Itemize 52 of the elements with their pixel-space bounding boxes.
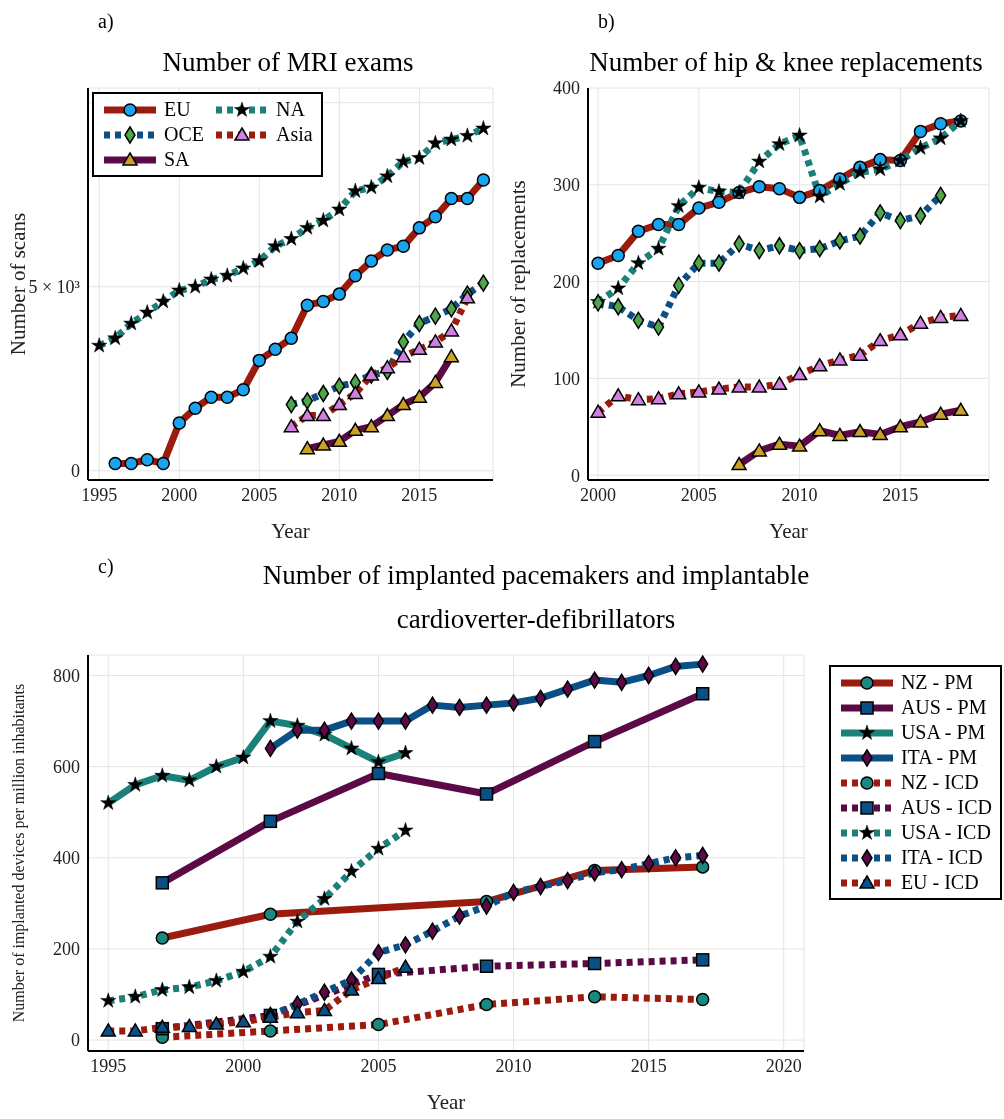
legend-label: NZ - ICD bbox=[900, 771, 979, 794]
legend-label: Asia bbox=[276, 123, 313, 146]
text: b) bbox=[598, 10, 615, 33]
legend-label: AUS - ICD bbox=[900, 796, 992, 819]
legend-label: NA bbox=[276, 98, 305, 121]
x-tick-label: 2000 bbox=[225, 1055, 262, 1076]
legend-label: SA bbox=[164, 148, 190, 171]
chart-title: Number of hip & knee replacements bbox=[589, 47, 983, 77]
legend-label: EU bbox=[164, 98, 191, 121]
y-tick-label: 400 bbox=[553, 78, 580, 99]
y-tick-label: 0 bbox=[571, 465, 580, 486]
x-tick-label: 2010 bbox=[781, 484, 818, 505]
text: c) bbox=[98, 555, 114, 578]
x-tick-label: 2000 bbox=[161, 484, 198, 505]
x-axis-title: Year bbox=[769, 519, 808, 543]
y-tick-label: 5 × 10³ bbox=[28, 277, 81, 298]
x-axis-title: Year bbox=[271, 519, 310, 543]
x-tick-label: 2015 bbox=[882, 484, 919, 505]
y-tick-label: 600 bbox=[53, 757, 80, 778]
x-tick-label: 2005 bbox=[680, 484, 717, 505]
y-tick-label: 800 bbox=[53, 665, 80, 686]
y-tick-label: 300 bbox=[553, 175, 580, 196]
legend-label: NZ - PM bbox=[900, 671, 974, 694]
y-tick-label: 100 bbox=[553, 368, 580, 389]
legend-label: ITA - PM bbox=[900, 746, 978, 769]
x-tick-label: 1995 bbox=[81, 484, 118, 505]
x-tick-label: 2015 bbox=[401, 484, 438, 505]
y-axis-title: Number of replacements bbox=[506, 180, 531, 388]
x-tick-label: 2015 bbox=[630, 1055, 667, 1076]
y-tick-label: 200 bbox=[53, 939, 80, 960]
legend-label: OCE bbox=[164, 123, 204, 146]
x-tick-label: 1995 bbox=[90, 1055, 127, 1076]
x-tick-label: 2010 bbox=[321, 484, 358, 505]
x-axis-title: Year bbox=[426, 1090, 466, 1114]
chart-title: Number of implanted pacemakers and implantable cardioverter-defibrillators bbox=[261, 559, 811, 636]
y-tick-label: 0 bbox=[71, 461, 80, 482]
legend-label: EU - ICD bbox=[900, 871, 979, 894]
x-tick-label: 2005 bbox=[360, 1055, 397, 1076]
legend-label: AUS - PM bbox=[900, 696, 987, 719]
x-tick-label: 2005 bbox=[241, 484, 278, 505]
x-tick-label: 2000 bbox=[580, 484, 617, 505]
legend-label: ITA - ICD bbox=[900, 846, 983, 869]
chart-title: Number of MRI exams bbox=[161, 46, 415, 79]
text: a) bbox=[98, 10, 114, 33]
y-axis-title: Number of implanted devices per million inhabitants bbox=[9, 683, 28, 1023]
x-tick-label: 2020 bbox=[765, 1055, 802, 1076]
x-tick-label: 2010 bbox=[495, 1055, 532, 1076]
legend-label: USA - ICD bbox=[900, 821, 991, 844]
legend-label: USA - PM bbox=[900, 721, 986, 744]
y-tick-label: 200 bbox=[553, 271, 580, 292]
y-tick-label: 0 bbox=[71, 1030, 80, 1051]
y-tick-label: 400 bbox=[53, 848, 80, 869]
